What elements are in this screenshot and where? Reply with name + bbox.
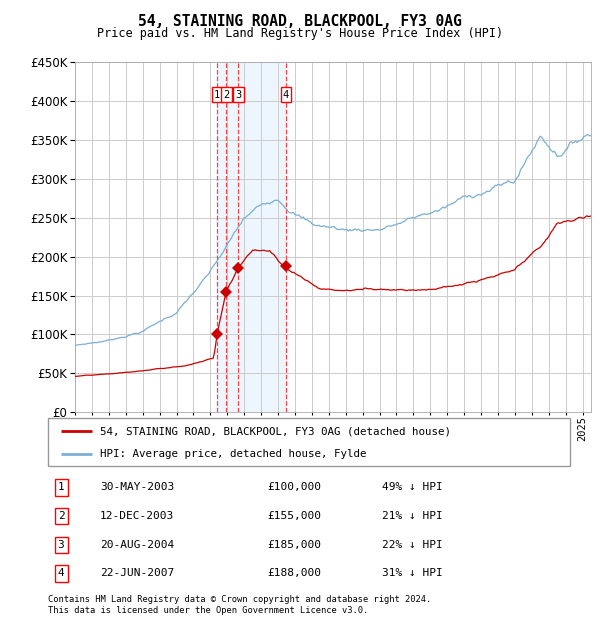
Text: 1: 1	[58, 482, 64, 492]
Text: 4: 4	[283, 90, 289, 100]
Text: 30-MAY-2003: 30-MAY-2003	[100, 482, 175, 492]
Text: 4: 4	[58, 569, 64, 578]
FancyBboxPatch shape	[48, 418, 570, 466]
Text: 3: 3	[235, 90, 241, 100]
Text: £155,000: £155,000	[267, 511, 321, 521]
Bar	[217, 62, 286, 412]
Text: 54, STAINING ROAD, BLACKPOOL, FY3 0AG: 54, STAINING ROAD, BLACKPOOL, FY3 0AG	[138, 14, 462, 29]
Text: 49% ↓ HPI: 49% ↓ HPI	[382, 482, 443, 492]
Text: 3: 3	[58, 540, 64, 550]
Text: 2: 2	[58, 511, 64, 521]
Text: £188,000: £188,000	[267, 569, 321, 578]
Text: HPI: Average price, detached house, Fylde: HPI: Average price, detached house, Fyld…	[100, 449, 367, 459]
Text: Price paid vs. HM Land Registry's House Price Index (HPI): Price paid vs. HM Land Registry's House …	[97, 27, 503, 40]
Text: 21% ↓ HPI: 21% ↓ HPI	[382, 511, 443, 521]
Text: Contains HM Land Registry data © Crown copyright and database right 2024.: Contains HM Land Registry data © Crown c…	[48, 595, 431, 604]
Text: 12-DEC-2003: 12-DEC-2003	[100, 511, 175, 521]
Text: £100,000: £100,000	[267, 482, 321, 492]
Text: 2: 2	[223, 90, 230, 100]
Text: £185,000: £185,000	[267, 540, 321, 550]
Text: 20-AUG-2004: 20-AUG-2004	[100, 540, 175, 550]
Text: This data is licensed under the Open Government Licence v3.0.: This data is licensed under the Open Gov…	[48, 606, 368, 616]
Text: 1: 1	[214, 90, 220, 100]
Text: 22% ↓ HPI: 22% ↓ HPI	[382, 540, 443, 550]
Text: 22-JUN-2007: 22-JUN-2007	[100, 569, 175, 578]
Text: 31% ↓ HPI: 31% ↓ HPI	[382, 569, 443, 578]
Text: 54, STAINING ROAD, BLACKPOOL, FY3 0AG (detached house): 54, STAINING ROAD, BLACKPOOL, FY3 0AG (d…	[100, 427, 451, 436]
